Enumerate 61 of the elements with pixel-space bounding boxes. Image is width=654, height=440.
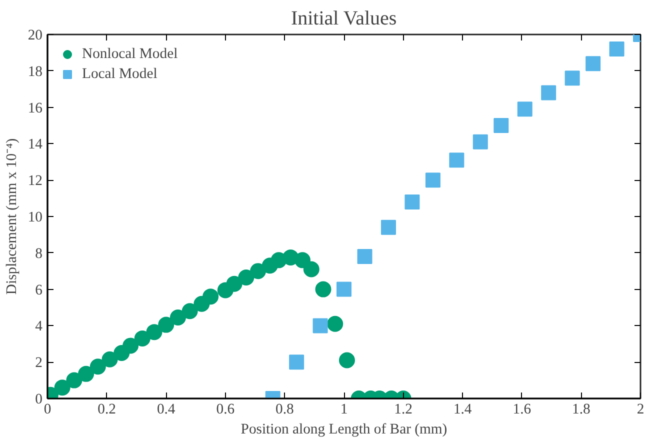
point <box>494 118 509 133</box>
point <box>294 252 310 268</box>
y-tick-label: 2 <box>35 355 42 372</box>
x-tick-label: 1.2 <box>394 402 412 418</box>
point <box>134 330 150 346</box>
chart-title: Initial Values <box>290 8 397 30</box>
point <box>289 354 304 370</box>
point <box>517 102 532 117</box>
point <box>170 310 186 326</box>
x-tick-label: 0.8 <box>276 402 294 418</box>
x-tick-label: 0.4 <box>156 402 176 418</box>
y-tick-label: 20 <box>28 28 42 44</box>
y-tick-label: 6 <box>35 282 42 298</box>
point <box>541 85 556 100</box>
point <box>327 316 344 332</box>
y-tick-label: 0 <box>35 392 42 408</box>
x-tick-label: 0.6 <box>216 402 235 418</box>
y-tick-label: 14 <box>28 136 44 153</box>
y-tick-label: 4 <box>35 318 44 335</box>
point <box>315 281 332 298</box>
point <box>586 56 601 72</box>
legend-label: Nonlocal Model <box>82 46 178 62</box>
point <box>338 352 355 368</box>
point <box>303 261 320 278</box>
point <box>158 316 174 333</box>
point <box>404 194 420 210</box>
x-tick-label: 1.6 <box>512 402 532 418</box>
point <box>78 366 94 382</box>
point <box>425 172 440 188</box>
x-tick-label: 0.2 <box>98 402 116 418</box>
y-tick-label: 10 <box>28 210 42 226</box>
y-tick-label: 8 <box>35 246 42 262</box>
point <box>122 338 139 354</box>
y-tick-label: 12 <box>28 173 42 190</box>
x-tick-label: 1 <box>340 402 348 418</box>
point <box>357 249 372 264</box>
point <box>609 42 624 57</box>
point <box>336 282 352 297</box>
point <box>312 318 328 334</box>
point <box>238 269 254 286</box>
point <box>226 276 242 292</box>
y-tick-label: 16 <box>28 100 42 116</box>
point <box>250 263 266 280</box>
point <box>564 70 580 86</box>
x-tick-label: 1.4 <box>453 402 472 418</box>
y-tick-label: 18 <box>28 64 42 80</box>
point <box>182 303 198 320</box>
point <box>90 358 106 375</box>
point <box>102 351 118 368</box>
point <box>202 288 219 305</box>
y-axis-title: Displacement (mm x 10⁻⁴) <box>4 138 20 295</box>
x-tick-label: 1.8 <box>572 402 590 418</box>
point <box>380 220 396 235</box>
point <box>54 380 70 396</box>
point <box>472 134 488 150</box>
x-tick-label: 2 <box>636 402 644 418</box>
point <box>146 324 162 340</box>
legend-label: Local Model <box>82 66 158 82</box>
point <box>449 152 464 168</box>
point <box>66 372 82 388</box>
x-axis-title: Position along Length of Bar (mm) <box>240 422 448 438</box>
